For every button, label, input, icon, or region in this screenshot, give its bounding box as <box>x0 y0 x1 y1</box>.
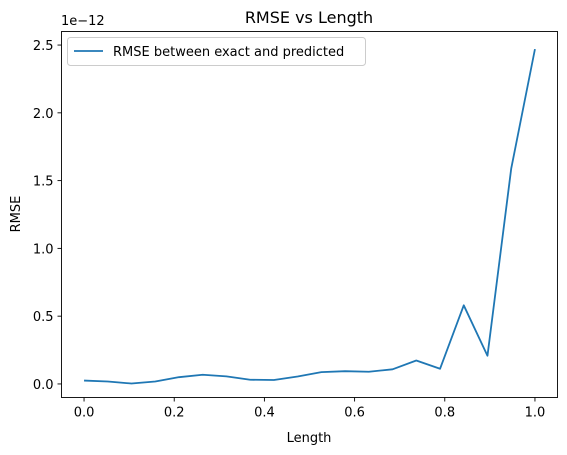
y-tick-label: 0.5 <box>33 310 54 325</box>
y-axis-label: RMSE <box>9 196 24 233</box>
x-tick-label: 0.8 <box>434 406 455 421</box>
chart-title: RMSE vs Length <box>245 8 373 27</box>
x-tick-label: 0.4 <box>254 406 275 421</box>
y-tick-label: 0.0 <box>33 378 54 393</box>
series-layer <box>84 48 536 385</box>
y-tick-label: 2.5 <box>33 39 54 54</box>
x-tick-label: 1.0 <box>525 406 546 421</box>
y-tick-label: 1.0 <box>33 242 54 257</box>
y-tick-label: 1.5 <box>33 175 54 190</box>
x-axis: 0.0 0.2 0.4 0.6 0.8 1.0 <box>74 397 546 421</box>
x-tick-label: 0.0 <box>74 406 95 421</box>
x-tick-label: 0.6 <box>344 406 365 421</box>
x-tick-label: 0.2 <box>164 406 185 421</box>
x-axis-label: Length <box>287 431 332 446</box>
legend-box <box>67 37 366 66</box>
series-line-rmse <box>84 48 536 385</box>
y-offset-label: 1e−12 <box>61 14 105 29</box>
legend: RMSE between exact and predicted <box>67 37 366 66</box>
y-tick-label: 2.0 <box>33 107 54 122</box>
plot-area-frame <box>61 31 558 398</box>
y-axis: 0.0 0.5 1.0 1.5 2.0 2.5 <box>33 39 62 393</box>
legend-label: RMSE between exact and predicted <box>113 45 344 60</box>
